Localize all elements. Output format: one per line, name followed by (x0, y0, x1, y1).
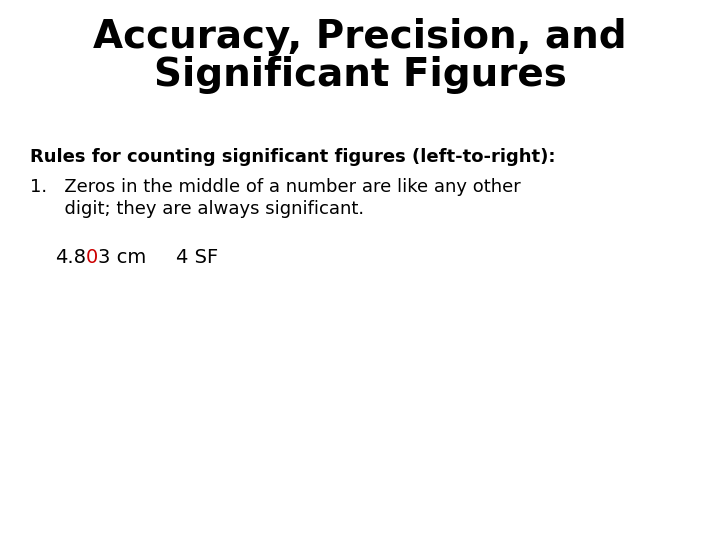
Text: 3 cm: 3 cm (98, 248, 146, 267)
Text: digit; they are always significant.: digit; they are always significant. (30, 200, 364, 218)
Text: Significant Figures: Significant Figures (153, 56, 567, 94)
Text: 1.   Zeros in the middle of a number are like any other: 1. Zeros in the middle of a number are l… (30, 178, 521, 196)
Text: 4.8: 4.8 (55, 248, 86, 267)
Text: 4 SF: 4 SF (176, 248, 219, 267)
Text: Accuracy, Precision, and: Accuracy, Precision, and (93, 18, 627, 56)
Text: 0: 0 (86, 248, 98, 267)
Text: Rules for counting significant figures (left-to-right):: Rules for counting significant figures (… (30, 148, 556, 166)
